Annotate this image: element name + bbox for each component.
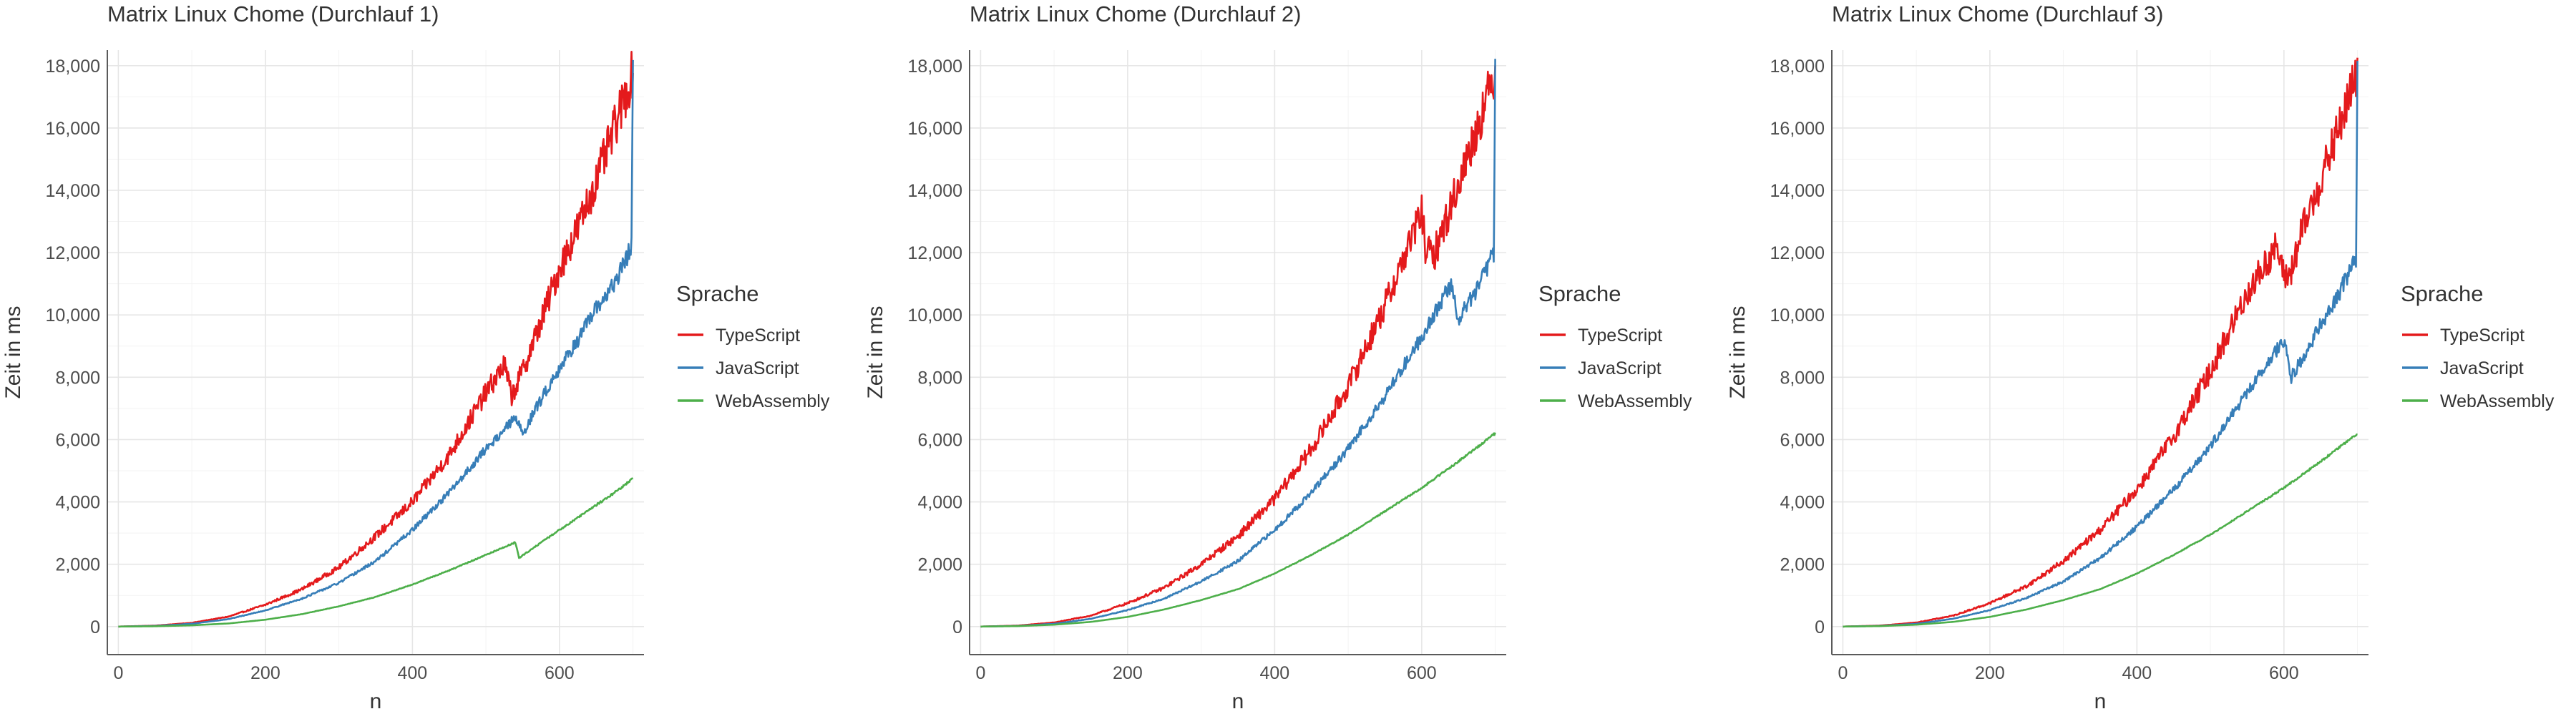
y-tick-label: 18,000 (1770, 57, 1825, 77)
y-tick-label: 0 (1815, 617, 1825, 637)
y-tick-label: 12,000 (46, 243, 100, 263)
x-axis-label: n (1232, 690, 1244, 713)
legend-label: JavaScript (2440, 358, 2524, 378)
y-tick-label: 14,000 (46, 181, 100, 201)
y-tick-label: 8,000 (1780, 368, 1825, 388)
chart-panel-3: Matrix Linux Chome (Durchlauf 3) Zeit in… (1726, 1, 2555, 713)
legend-label: JavaScript (1578, 358, 1662, 378)
y-tick-label: 16,000 (46, 119, 100, 139)
chart-title: Matrix Linux Chome (Durchlauf 1) (107, 1, 439, 26)
x-axis-label: n (2094, 690, 2107, 713)
x-tick-label: 200 (1975, 663, 2005, 683)
y-tick-label: 16,000 (908, 119, 962, 139)
gridlines (970, 50, 1506, 655)
y-tick-label: 8,000 (917, 368, 962, 388)
legend-title: Sprache (676, 281, 758, 306)
y-tick-label: 4,000 (1780, 493, 1825, 513)
y-tick-label: 0 (952, 617, 962, 637)
series-line-typescript (118, 50, 634, 628)
y-tick-label: 2,000 (917, 555, 962, 575)
chart-panel-1: Matrix Linux Chome (Durchlauf 1) Zeit in… (1, 1, 830, 713)
legend: TypeScript JavaScript WebAssembly (1540, 326, 1692, 411)
x-tick-label: 400 (1260, 663, 1290, 683)
y-tick-label: 14,000 (908, 181, 962, 201)
x-axis-label: n (370, 690, 382, 713)
x-tick-label: 200 (1113, 663, 1143, 683)
legend-title: Sprache (1538, 281, 1621, 306)
y-tick-label: 4,000 (917, 493, 962, 513)
x-tick-label: 0 (113, 663, 123, 683)
y-tick-label: 6,000 (917, 430, 962, 450)
series-line-webassembly (1843, 433, 2358, 628)
y-tick-label: 2,000 (55, 555, 100, 575)
y-tick-label: 8,000 (55, 368, 100, 388)
legend-label: WebAssembly (2440, 391, 2555, 411)
y-tick-label: 12,000 (908, 243, 962, 263)
y-tick-label: 18,000 (46, 57, 100, 77)
legend-title: Sprache (2401, 281, 2483, 306)
x-tick-label: 600 (545, 663, 575, 683)
y-tick-label: 12,000 (1770, 243, 1825, 263)
y-tick-label: 14,000 (1770, 181, 1825, 201)
y-axis-label: Zeit in ms (1726, 305, 1750, 398)
legend-label: JavaScript (716, 358, 799, 378)
chart-panel-2: Matrix Linux Chome (Durchlauf 2) Zeit in… (864, 1, 1692, 713)
y-tick-label: 4,000 (55, 493, 100, 513)
gridlines (1832, 50, 2368, 655)
series-line-javascript (118, 59, 634, 628)
legend-label: WebAssembly (716, 391, 830, 411)
y-tick-label: 10,000 (908, 305, 962, 326)
y-tick-label: 10,000 (46, 305, 100, 326)
series-line-typescript (980, 65, 1496, 628)
legend-label: TypeScript (716, 326, 800, 346)
y-tick-label: 0 (90, 617, 100, 637)
y-tick-label: 16,000 (1770, 119, 1825, 139)
x-tick-label: 0 (975, 663, 985, 683)
series-line-javascript (980, 59, 1496, 628)
y-tick-label: 6,000 (55, 430, 100, 450)
series-line-typescript (1843, 57, 2358, 628)
x-tick-label: 200 (250, 663, 280, 683)
y-tick-label: 18,000 (908, 57, 962, 77)
y-tick-label: 10,000 (1770, 305, 1825, 326)
y-tick-label: 6,000 (1780, 430, 1825, 450)
legend-label: TypeScript (1578, 326, 1662, 346)
x-tick-label: 600 (1407, 663, 1437, 683)
x-tick-label: 0 (1838, 663, 1848, 683)
gridlines (107, 50, 644, 655)
legend: TypeScript JavaScript WebAssembly (678, 326, 830, 411)
y-axis-label: Zeit in ms (864, 305, 887, 398)
y-tick-label: 2,000 (1780, 555, 1825, 575)
chart-title: Matrix Linux Chome (Durchlauf 3) (1832, 1, 2163, 26)
legend: TypeScript JavaScript WebAssembly (2402, 326, 2555, 411)
chart-title: Matrix Linux Chome (Durchlauf 2) (970, 1, 1301, 26)
legend-label: WebAssembly (1578, 391, 1692, 411)
series-line-webassembly (118, 477, 634, 628)
series-line-webassembly (980, 432, 1496, 628)
y-axis-label: Zeit in ms (1, 305, 25, 398)
x-tick-label: 400 (398, 663, 428, 683)
x-tick-label: 400 (2122, 663, 2152, 683)
x-tick-label: 600 (2269, 663, 2299, 683)
series-line-javascript (1843, 61, 2358, 628)
legend-label: TypeScript (2440, 326, 2524, 346)
